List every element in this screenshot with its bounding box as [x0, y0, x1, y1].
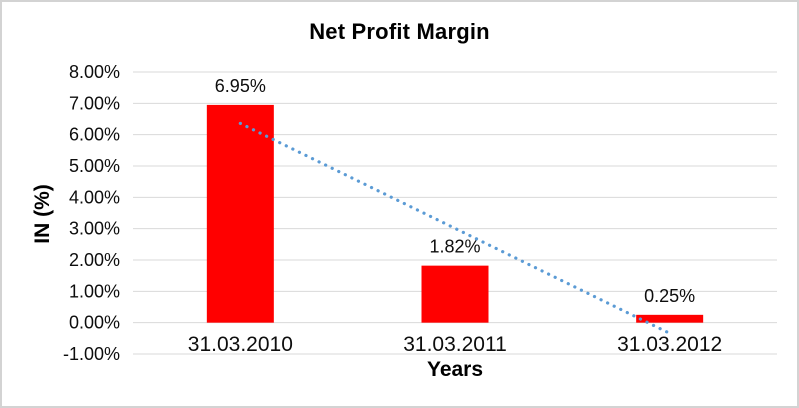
x-axis-title: Years	[426, 358, 484, 381]
y-tick-label: 6.00%	[69, 125, 120, 145]
y-tick-label: 3.00%	[69, 219, 120, 239]
y-tick-label: 5.00%	[69, 156, 120, 176]
bar	[421, 265, 489, 323]
category-label: 31.03.2011	[403, 333, 507, 356]
y-tick-label: 8.00%	[69, 62, 120, 82]
trendline	[238, 121, 672, 335]
data-label: 1.82%	[429, 237, 480, 257]
category-label: 31.03.2010	[188, 333, 293, 356]
data-label: 0.25%	[644, 286, 695, 306]
bar	[636, 314, 704, 323]
y-tick-label: 0.00%	[69, 313, 120, 333]
chart-title: Net Profit Margin	[309, 19, 490, 44]
y-tick-label: -1.00%	[63, 344, 120, 364]
y-tick-label: 2.00%	[69, 250, 120, 270]
category-label: 31.03.2012	[617, 333, 722, 356]
y-tick-label: 4.00%	[69, 187, 120, 207]
bar	[206, 104, 274, 323]
data-label: 6.95%	[215, 76, 266, 96]
y-tick-label: 1.00%	[69, 281, 120, 301]
y-tick-label: 7.00%	[69, 93, 120, 113]
